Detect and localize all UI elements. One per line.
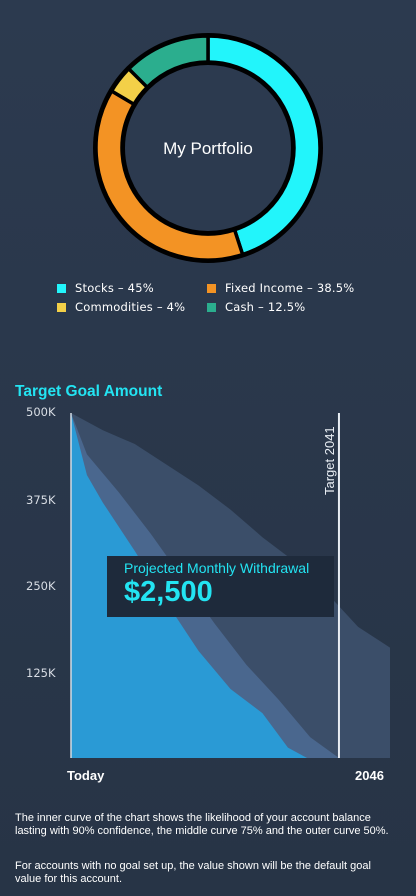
portfolio-title: My Portfolio bbox=[163, 139, 253, 158]
legend-label-stocks: Stocks – 45% bbox=[75, 281, 154, 295]
chart-explanation-note: The inner curve of the chart shows the l… bbox=[15, 812, 389, 837]
target-goal-title: Target Goal Amount bbox=[15, 383, 163, 400]
target-year-label: Target 2041 bbox=[322, 426, 337, 495]
legend-item-fixed-income: Fixed Income – 38.5% bbox=[207, 281, 354, 295]
default-goal-note: For accounts with no goal set up, the va… bbox=[15, 860, 371, 885]
fixed-income-swatch-icon bbox=[207, 284, 216, 293]
commodities-swatch-icon bbox=[57, 303, 66, 312]
portfolio-legend: Stocks – 45% Fixed Income – 38.5% Commod… bbox=[0, 281, 416, 317]
legend-label-cash: Cash – 12.5% bbox=[225, 300, 306, 314]
y-tick-375k: 375K bbox=[26, 493, 56, 507]
legend-item-commodities: Commodities – 4% bbox=[57, 300, 185, 314]
portfolio-donut-chart: My Portfolio bbox=[93, 33, 323, 263]
legend-label-commodities: Commodities – 4% bbox=[75, 300, 186, 314]
area-inner-curve-90- bbox=[71, 413, 308, 758]
x-tick-today: Today bbox=[67, 768, 105, 783]
cash-swatch-icon bbox=[207, 303, 216, 312]
legend-label-fixed-income: Fixed Income – 38.5% bbox=[225, 281, 355, 295]
projected-withdrawal-card: Projected Monthly Withdrawal $2,500 bbox=[107, 556, 334, 617]
projected-withdrawal-value: $2,500 bbox=[124, 576, 213, 608]
y-tick-250k: 250K bbox=[26, 579, 56, 593]
y-tick-125k: 125K bbox=[26, 666, 56, 680]
projected-withdrawal-label: Projected Monthly Withdrawal bbox=[124, 560, 310, 576]
donut-hole bbox=[121, 61, 295, 235]
legend-item-cash: Cash – 12.5% bbox=[207, 300, 305, 314]
y-tick-500k: 500K bbox=[26, 405, 56, 419]
stocks-swatch-icon bbox=[57, 284, 66, 293]
legend-item-stocks: Stocks – 45% bbox=[57, 281, 154, 295]
x-tick-2046: 2046 bbox=[355, 768, 384, 783]
